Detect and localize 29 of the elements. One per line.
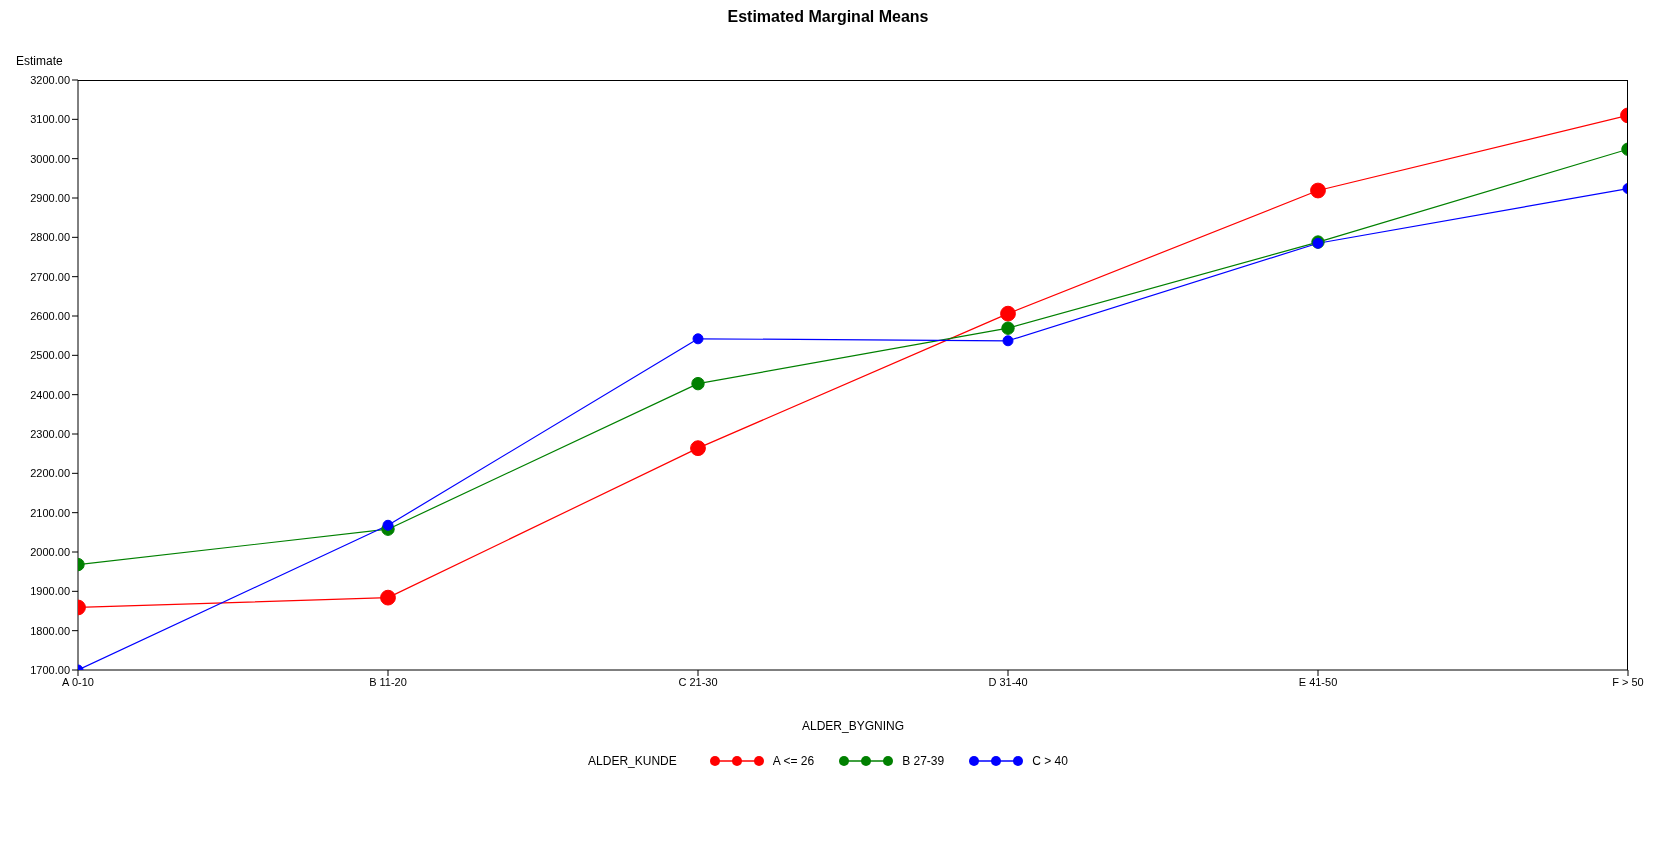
y-tick-label: 2200.00: [30, 467, 70, 480]
legend-title: ALDER_KUNDE: [588, 754, 677, 768]
y-tick-label: 2900.00: [30, 191, 70, 204]
x-tick-label: A 0-10: [62, 675, 94, 688]
y-tick-label: 1900.00: [30, 585, 70, 598]
y-tick-label: 3200.00: [30, 73, 70, 86]
y-tick-label: 2400.00: [30, 388, 70, 401]
chart-title: Estimated Marginal Means: [726, 8, 930, 26]
x-tick-label: F > 50: [1612, 675, 1644, 688]
x-tick-label: B 11-20: [369, 675, 407, 688]
x-tick-label: C 21-30: [678, 675, 718, 688]
legend-label: C > 40: [1032, 754, 1068, 768]
y-tick-label: 3100.00: [30, 113, 70, 126]
y-tick-label: 2700.00: [30, 270, 70, 283]
x-tick-label: E 41-50: [1298, 675, 1338, 688]
legend-label: A <= 26: [772, 754, 815, 768]
y-tick-label: 1700.00: [30, 663, 70, 676]
x-axis-title: ALDER_BYGNING: [801, 719, 905, 733]
y-tick-label: 2100.00: [30, 506, 70, 519]
y-tick-label: 2800.00: [30, 231, 70, 244]
x-tick-label: D 31-40: [988, 675, 1028, 688]
y-tick-label: 2600.00: [30, 309, 70, 322]
legend-label: B 27-39: [902, 754, 945, 768]
y-tick-label: 1800.00: [30, 624, 70, 637]
y-tick-label: 2300.00: [30, 427, 70, 440]
y-tick-label: 2000.00: [30, 545, 70, 558]
y-tick-label: 2500.00: [30, 349, 70, 362]
y-axis-title: Estimate: [16, 54, 63, 68]
y-tick-label: 3000.00: [30, 152, 70, 165]
